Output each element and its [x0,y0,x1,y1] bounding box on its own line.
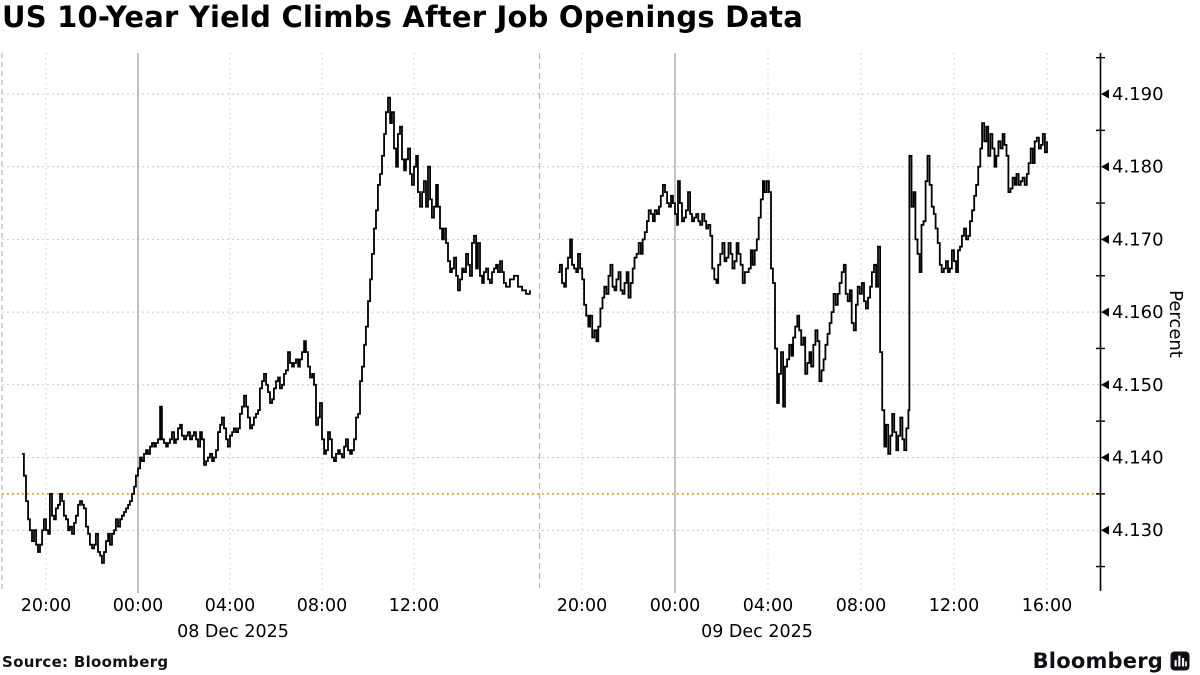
page-title: US 10-Year Yield Climbs After Job Openin… [2,0,803,34]
y-tick-label: 4.180 [1112,157,1164,178]
price-step-line [558,122,1048,455]
y-tick-arrow [1101,453,1109,462]
y-axis-title: Percent [1165,290,1186,358]
y-tick-label: 4.140 [1112,448,1164,469]
x-tick-label: 12:00 [389,596,439,616]
y-tick-label: 4.130 [1112,520,1164,541]
x-tick-label: 04:00 [205,596,255,616]
x-tick-label: 20:00 [21,596,71,616]
bloomberg-wordmark: Bloomberg [1032,649,1163,673]
x-tick-label: 12:00 [929,596,979,616]
y-tick-arrow [1101,234,1109,244]
price-step-line [22,96,531,564]
y-tick-arrow [1101,307,1109,317]
y-tick-label: 4.160 [1112,302,1164,323]
date-label: 09 Dec 2025 [701,622,813,642]
y-tick-label: 4.150 [1112,375,1164,396]
x-tick-label: 08:00 [297,596,347,616]
x-tick-label: 08:00 [836,596,886,616]
x-tick-label: 00:00 [650,596,700,616]
y-tick-arrow [1101,89,1109,99]
y-tick-arrow [1101,162,1109,172]
x-tick-label: 00:00 [113,596,163,616]
bloomberg-terminal-icon [1170,651,1190,671]
source-label: Source: Bloomberg [2,653,169,671]
x-tick-label: 16:00 [1022,596,1072,616]
x-tick-label: 20:00 [557,596,607,616]
x-tick-label: 04:00 [743,596,793,616]
y-tick-label: 4.170 [1112,229,1164,250]
y-tick-label: 4.190 [1112,84,1164,105]
y-tick-arrow [1101,525,1109,535]
date-label: 08 Dec 2025 [177,622,289,642]
y-tick-arrow [1101,380,1109,390]
bloomberg-logo: Bloomberg [1033,649,1190,673]
